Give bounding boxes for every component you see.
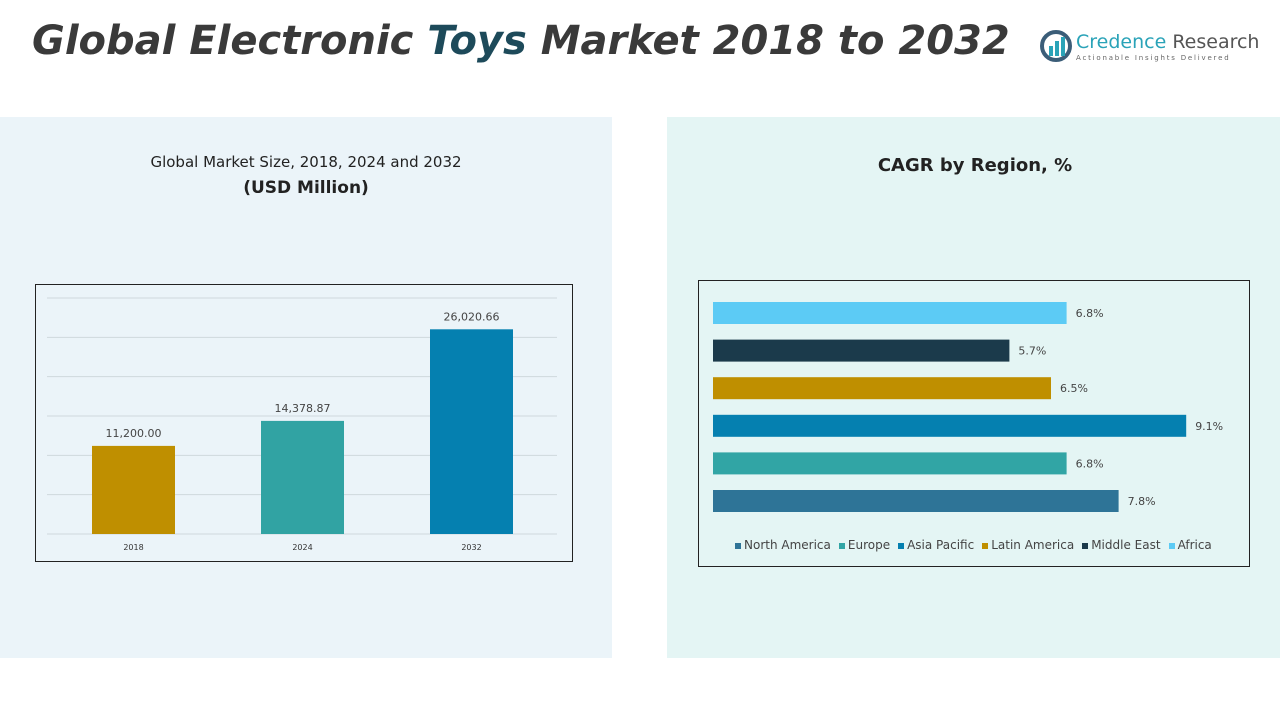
bar-middle-east <box>713 339 1010 362</box>
data-label: 6.8% <box>1076 307 1104 320</box>
bar-north-america <box>713 490 1119 512</box>
legend-swatch <box>898 542 905 549</box>
legend-item: Middle East <box>1082 538 1161 552</box>
legend-label: Europe <box>847 538 891 552</box>
x-tick-label: 2032 <box>461 543 481 552</box>
legend-swatch <box>735 542 741 549</box>
market-size-chart-frame <box>35 284 573 562</box>
market-size-unit: (USD Million) <box>243 178 369 198</box>
title-part: Global Electronic <box>32 18 428 64</box>
logo-tagline: Actionable Insights Delivered <box>1076 53 1231 62</box>
title-highlight: Toys <box>427 18 527 64</box>
bar-europe <box>713 452 1067 475</box>
data-label: 6.5% <box>1060 382 1088 395</box>
data-label: 5.7% <box>1018 345 1046 358</box>
data-label: 14,378.87 <box>275 402 331 415</box>
data-label: 26,020.66 <box>444 310 500 323</box>
legend-swatch <box>1168 542 1175 549</box>
bar-2024 <box>261 420 344 534</box>
bar-2032 <box>430 329 513 534</box>
data-label: 9.1% <box>1195 420 1223 433</box>
title-part: Market 2018 to 2032 <box>526 18 1010 64</box>
legend-swatch <box>982 542 989 549</box>
logo-name: Credence <box>1076 30 1167 53</box>
cagr-legend: North America Europe Asia Pacific Latin Ame… <box>735 538 1212 552</box>
legend-item: Asia Pacific <box>898 538 974 552</box>
cagr-chart-frame <box>698 280 1250 567</box>
x-tick-label: 2018 <box>123 543 143 552</box>
data-label: 6.8% <box>1076 457 1104 470</box>
logo-chart-icon <box>1040 30 1072 62</box>
credence-research-logo: Credence Research Actionable Insights De… <box>1040 30 1259 62</box>
legend-item: Europe <box>838 538 891 552</box>
page-title: Global Electronic Toys Market 2018 to 20… <box>32 18 1010 64</box>
bar-latin-america <box>713 377 1051 400</box>
bar-asia-pacific <box>713 414 1187 437</box>
legend-swatch <box>1082 542 1089 549</box>
market-size-title: Global Market Size, 2018, 2024 and 2032 <box>150 153 462 171</box>
legend-swatch <box>838 542 845 549</box>
bar-2018 <box>92 445 175 534</box>
legend-label: Asia Pacific <box>907 538 975 552</box>
legend-label: Latin America <box>991 538 1075 552</box>
legend-item: North America <box>735 538 831 552</box>
legend-label: Middle East <box>1091 538 1161 552</box>
bar-africa <box>713 302 1067 324</box>
legend-item: Latin America <box>982 538 1074 552</box>
data-label: 7.8% <box>1128 495 1156 508</box>
legend-label: Africa <box>1177 538 1212 552</box>
legend-item: Africa <box>1168 538 1212 552</box>
logo-name-2: Research <box>1166 30 1260 53</box>
legend-label: North America <box>744 538 831 552</box>
data-label: 11,200.00 <box>106 427 162 440</box>
x-tick-label: 2024 <box>292 543 312 552</box>
cagr-title: CAGR by Region, % <box>877 155 1073 176</box>
